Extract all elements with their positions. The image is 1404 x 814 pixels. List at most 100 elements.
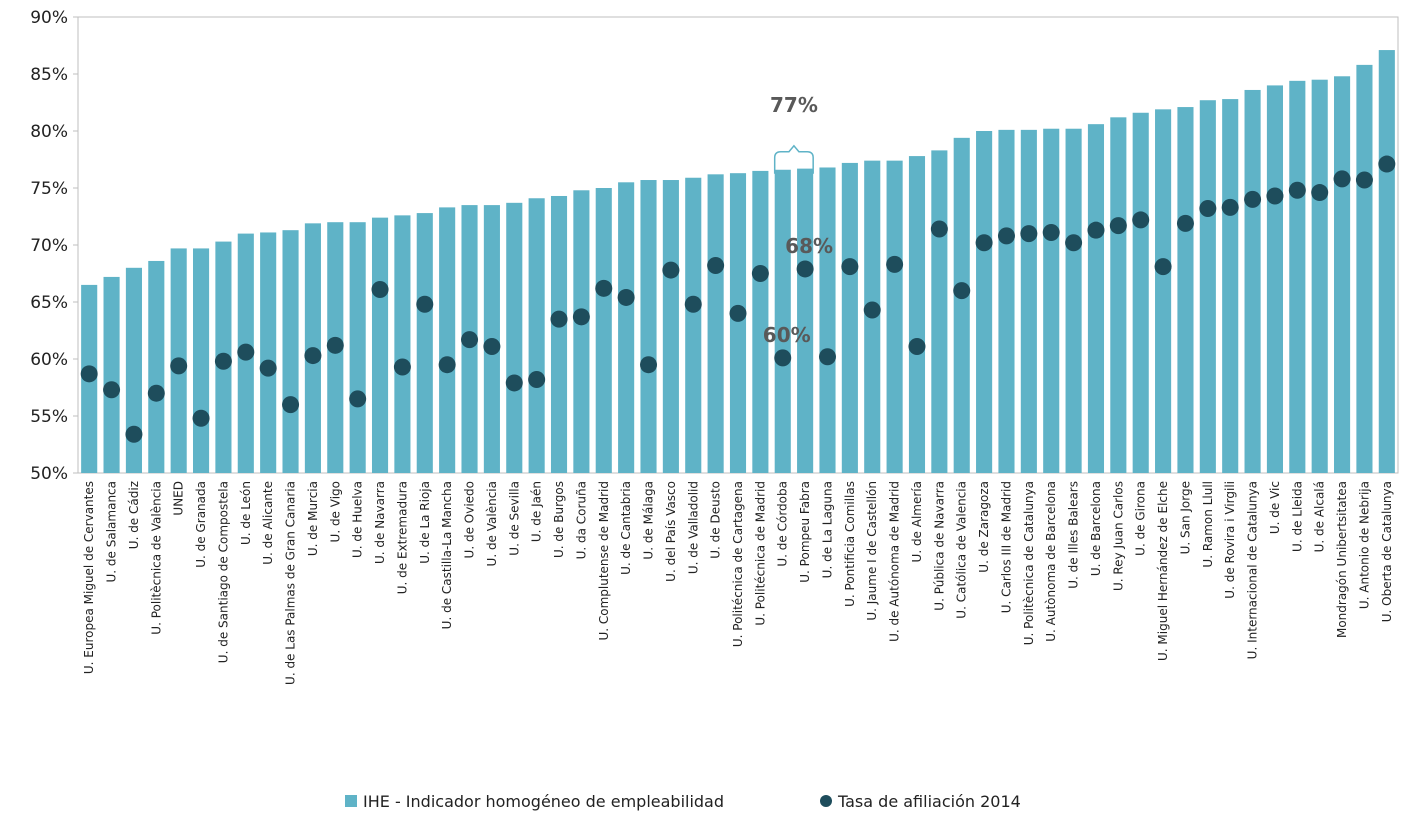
legend-bar-swatch: [345, 795, 357, 807]
x-category-label: U. de Almería: [910, 481, 924, 562]
bar: [528, 198, 545, 473]
x-category-label: U. de Cádiz: [127, 481, 141, 549]
annotation-label: 77%: [770, 93, 818, 117]
data-point: [1042, 223, 1060, 241]
data-point: [953, 282, 971, 300]
data-point: [796, 260, 814, 278]
x-category-label: U. da Coruña: [574, 481, 588, 559]
bar: [998, 129, 1015, 474]
x-category-label: U. de Salamanca: [105, 481, 119, 582]
x-category-label: U. de Zaragoza: [977, 481, 991, 573]
bar: [729, 173, 747, 473]
x-category-label: U. Internacional de Catalunya: [1246, 481, 1260, 659]
bar: [819, 167, 836, 474]
x-category-label: U. de Las Palmas de Gran Canaria: [284, 481, 298, 685]
x-category-label: U. de Barcelona: [1089, 481, 1103, 576]
data-point: [349, 390, 367, 408]
x-category-label: U. Complutense de Madrid: [597, 481, 611, 641]
data-point: [684, 295, 702, 313]
bar: [1020, 129, 1037, 474]
x-category-label: U. de Jaén: [530, 481, 544, 542]
x-category-label: U. de Deusto: [709, 481, 723, 559]
data-point: [214, 352, 232, 370]
x-category-label: U. de Castilla-La Mancha: [440, 481, 454, 629]
bar: [506, 202, 523, 473]
bar: [752, 170, 769, 473]
x-category-label: U. de Lleida: [1290, 481, 1304, 552]
x-category-label: U. de Alicante: [261, 481, 275, 565]
bar: [439, 207, 456, 473]
data-point: [393, 358, 411, 376]
data-point: [326, 336, 344, 354]
bar: [1155, 109, 1172, 473]
data-point: [304, 347, 322, 365]
data-point: [1288, 181, 1306, 199]
x-category-label: U. de Burgos: [552, 481, 566, 558]
bar: [953, 137, 970, 473]
bar: [1244, 89, 1261, 474]
bar: [125, 267, 142, 473]
data-point: [505, 374, 523, 392]
x-category-label: U. de Navarra: [373, 481, 387, 564]
data-point: [640, 356, 658, 374]
x-category-label: Mondragón Unibertsitatea: [1335, 481, 1349, 638]
y-tick-label: 55%: [30, 407, 68, 427]
data-point: [886, 255, 904, 273]
x-category-label: U. de Autónoma de Madrid: [888, 481, 902, 642]
data-point: [707, 257, 725, 275]
data-point: [170, 357, 188, 375]
data-point: [192, 409, 210, 427]
data-point: [729, 304, 747, 322]
data-point: [438, 356, 456, 374]
brace-annotation: [773, 144, 814, 174]
annotations: 77% 68% 60%: [763, 93, 833, 347]
legend-dot-swatch: [820, 795, 832, 807]
data-point: [461, 331, 479, 349]
data-point: [1333, 170, 1351, 188]
x-category-label: U. de Vigo: [328, 481, 342, 542]
data-point: [975, 234, 993, 252]
x-category-label: U. Pompeu Fabra: [798, 481, 812, 583]
data-point: [751, 265, 769, 282]
data-point: [80, 365, 98, 383]
bar: [908, 156, 926, 473]
bar: [797, 168, 814, 473]
x-category-label: U. de Sevilla: [507, 481, 521, 556]
y-tick-label: 50%: [30, 464, 68, 484]
bar: [886, 160, 903, 473]
bar: [416, 213, 433, 473]
bar: [1199, 100, 1216, 473]
x-category-label: U. de Murcia: [306, 481, 320, 556]
data-point: [550, 310, 568, 328]
y-tick-label: 90%: [30, 8, 68, 28]
dot-series: [80, 155, 1396, 443]
data-point: [1065, 234, 1083, 252]
data-point: [1378, 155, 1396, 173]
x-category-label: U. de Málaga: [642, 481, 656, 560]
x-category-label: U. Politécnica de Cartagena: [731, 481, 745, 647]
bar-series: [81, 50, 1395, 474]
bar: [1222, 99, 1239, 473]
x-category-label: U. Ramon Llull: [1201, 481, 1215, 568]
data-point: [1109, 217, 1127, 235]
data-point: [1087, 221, 1105, 239]
bar: [394, 215, 411, 474]
data-point: [1355, 171, 1373, 189]
bar: [1065, 128, 1082, 473]
data-point: [1221, 198, 1239, 216]
bar: [931, 150, 948, 473]
bar: [1289, 80, 1306, 473]
data-point: [572, 308, 590, 326]
bar: [371, 217, 389, 473]
legend: IHE - Indicador homogéneo de empleabilid…: [345, 792, 1021, 811]
bar: [1087, 124, 1105, 473]
x-category-label: U. de La Laguna: [820, 481, 834, 578]
data-point: [908, 337, 926, 355]
x-category-label: U. de León: [239, 481, 253, 545]
y-tick-label: 60%: [30, 350, 68, 370]
bar: [260, 232, 277, 473]
x-category-label: U. de Rovira i Virgili: [1223, 481, 1237, 599]
bar: [1334, 76, 1351, 473]
x-category-label: U. Pública de Navarra: [932, 481, 946, 611]
annotation-label: 68%: [785, 234, 833, 258]
